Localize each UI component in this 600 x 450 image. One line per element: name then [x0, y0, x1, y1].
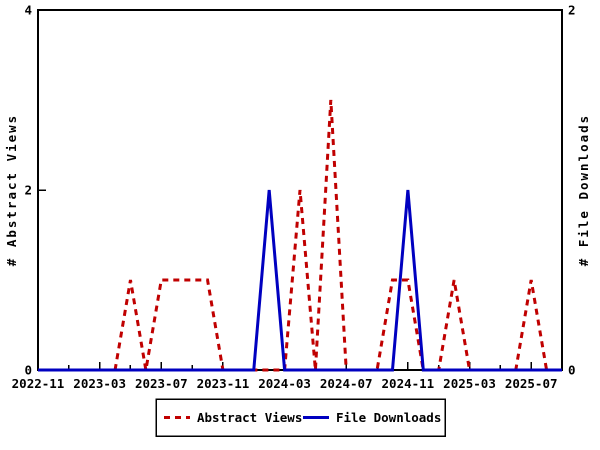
x-tick-label: 2022-11: [12, 376, 65, 391]
x-tick-label: 2024-07: [320, 376, 373, 391]
y-right-axis-title: # File Downloads: [576, 114, 591, 266]
legend-box: [155, 398, 446, 437]
y-left-tick-label: 4: [24, 3, 32, 18]
series-line-abstract-views: [38, 99, 562, 372]
x-tick-label: 2024-03: [258, 376, 311, 391]
x-tick-label: 2024-11: [382, 376, 435, 391]
series-line-file-downloads: [38, 189, 562, 372]
x-tick-label: 2023-03: [73, 376, 126, 391]
x-tick-label: 2025-03: [443, 376, 496, 391]
y-left-axis-title: # Abstract Views: [4, 114, 19, 266]
y-right-tick-label: 2: [568, 3, 576, 18]
x-tick-label: 2023-07: [135, 376, 188, 391]
y-left-tick-label: 0: [24, 363, 32, 378]
legend-label: Abstract Views: [197, 410, 302, 425]
y-right-tick-label: 0: [568, 363, 576, 378]
x-tick-label: 2023-11: [197, 376, 250, 391]
x-tick-label: 2025-07: [505, 376, 558, 391]
legend-label: File Downloads: [336, 410, 441, 425]
y-left-tick-label: 2: [24, 183, 32, 198]
